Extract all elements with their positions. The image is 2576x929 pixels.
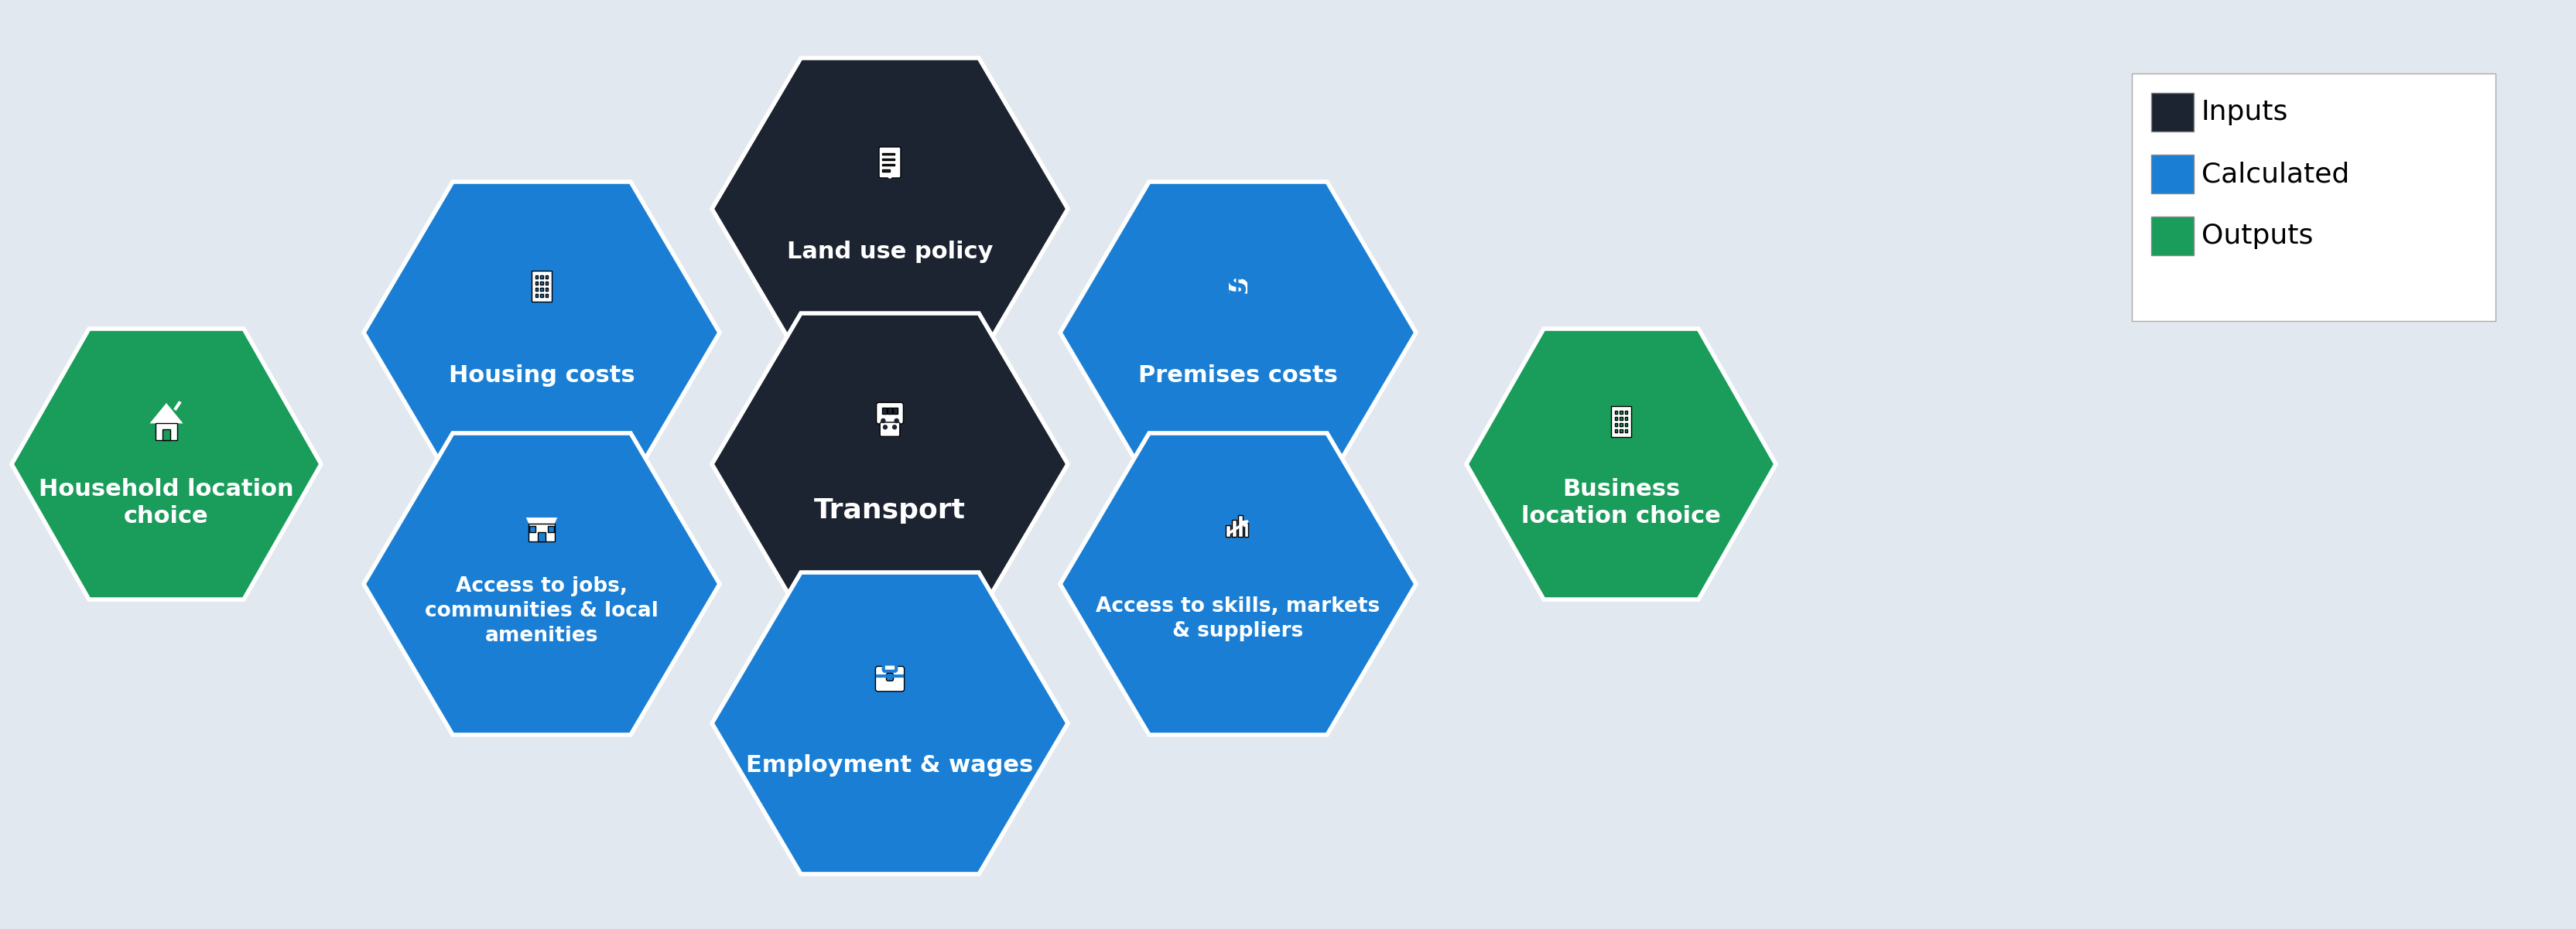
FancyBboxPatch shape bbox=[162, 429, 170, 440]
Text: $: $ bbox=[1226, 271, 1247, 303]
Text: Housing costs: Housing costs bbox=[448, 364, 634, 386]
Text: Access to skills, markets
& suppliers: Access to skills, markets & suppliers bbox=[1095, 596, 1381, 641]
FancyBboxPatch shape bbox=[531, 270, 551, 302]
Polygon shape bbox=[1061, 433, 1417, 735]
FancyBboxPatch shape bbox=[531, 526, 536, 532]
FancyBboxPatch shape bbox=[876, 402, 904, 424]
FancyBboxPatch shape bbox=[528, 524, 554, 542]
Polygon shape bbox=[711, 313, 1069, 615]
FancyBboxPatch shape bbox=[1226, 526, 1231, 537]
FancyBboxPatch shape bbox=[155, 424, 178, 440]
FancyBboxPatch shape bbox=[881, 408, 886, 414]
FancyBboxPatch shape bbox=[1625, 429, 1628, 433]
FancyBboxPatch shape bbox=[1244, 523, 1249, 537]
FancyBboxPatch shape bbox=[881, 423, 899, 437]
Text: Inputs: Inputs bbox=[2202, 99, 2287, 125]
FancyBboxPatch shape bbox=[546, 288, 549, 291]
FancyBboxPatch shape bbox=[546, 275, 549, 279]
Text: Outputs: Outputs bbox=[2202, 223, 2313, 249]
FancyBboxPatch shape bbox=[541, 275, 544, 279]
FancyBboxPatch shape bbox=[538, 532, 546, 542]
Polygon shape bbox=[711, 572, 1069, 874]
FancyBboxPatch shape bbox=[1625, 423, 1628, 426]
FancyBboxPatch shape bbox=[1615, 429, 1618, 433]
FancyBboxPatch shape bbox=[884, 159, 894, 160]
FancyBboxPatch shape bbox=[536, 288, 538, 291]
FancyBboxPatch shape bbox=[1615, 423, 1618, 426]
Circle shape bbox=[889, 174, 891, 178]
FancyBboxPatch shape bbox=[878, 147, 902, 178]
FancyBboxPatch shape bbox=[884, 170, 889, 171]
FancyBboxPatch shape bbox=[884, 664, 896, 672]
FancyBboxPatch shape bbox=[546, 294, 549, 297]
FancyBboxPatch shape bbox=[1239, 516, 1242, 537]
FancyBboxPatch shape bbox=[2133, 73, 2496, 321]
FancyBboxPatch shape bbox=[1610, 406, 1631, 438]
FancyBboxPatch shape bbox=[889, 408, 891, 414]
Text: Premises costs: Premises costs bbox=[1139, 364, 1337, 386]
Text: Business
location choice: Business location choice bbox=[1522, 478, 1721, 528]
FancyBboxPatch shape bbox=[549, 526, 554, 532]
FancyBboxPatch shape bbox=[1620, 429, 1623, 433]
FancyBboxPatch shape bbox=[884, 153, 894, 154]
Polygon shape bbox=[363, 433, 719, 735]
FancyBboxPatch shape bbox=[886, 674, 894, 681]
Polygon shape bbox=[526, 517, 556, 524]
FancyBboxPatch shape bbox=[546, 281, 549, 285]
FancyBboxPatch shape bbox=[541, 281, 544, 285]
FancyBboxPatch shape bbox=[1620, 423, 1623, 426]
Text: Calculated: Calculated bbox=[2202, 161, 2349, 187]
Text: Household location
choice: Household location choice bbox=[39, 478, 294, 528]
FancyBboxPatch shape bbox=[2151, 93, 2195, 132]
Text: Transport: Transport bbox=[814, 497, 966, 524]
FancyBboxPatch shape bbox=[536, 294, 538, 297]
FancyBboxPatch shape bbox=[1625, 417, 1628, 420]
Polygon shape bbox=[363, 182, 719, 483]
FancyBboxPatch shape bbox=[2151, 155, 2195, 193]
FancyBboxPatch shape bbox=[1231, 520, 1236, 537]
Text: Access to jobs,
communities & local
amenities: Access to jobs, communities & local amen… bbox=[425, 576, 659, 646]
FancyBboxPatch shape bbox=[894, 408, 896, 414]
Polygon shape bbox=[149, 403, 183, 424]
Circle shape bbox=[891, 425, 896, 429]
Polygon shape bbox=[1061, 182, 1417, 483]
Polygon shape bbox=[711, 58, 1069, 360]
FancyBboxPatch shape bbox=[536, 281, 538, 285]
Polygon shape bbox=[1229, 275, 1247, 294]
Polygon shape bbox=[13, 329, 322, 599]
Text: Employment & wages: Employment & wages bbox=[747, 754, 1033, 777]
FancyBboxPatch shape bbox=[536, 275, 538, 279]
FancyBboxPatch shape bbox=[1620, 411, 1623, 413]
Text: Land use policy: Land use policy bbox=[786, 241, 992, 263]
FancyBboxPatch shape bbox=[2151, 216, 2195, 255]
Polygon shape bbox=[1466, 329, 1775, 599]
Circle shape bbox=[881, 418, 886, 424]
FancyBboxPatch shape bbox=[541, 294, 544, 297]
FancyBboxPatch shape bbox=[1615, 417, 1618, 420]
Circle shape bbox=[884, 425, 889, 429]
FancyBboxPatch shape bbox=[541, 288, 544, 291]
Circle shape bbox=[1239, 276, 1242, 280]
Circle shape bbox=[894, 418, 899, 424]
FancyBboxPatch shape bbox=[1615, 411, 1618, 413]
FancyBboxPatch shape bbox=[884, 164, 894, 165]
FancyBboxPatch shape bbox=[1620, 417, 1623, 420]
FancyBboxPatch shape bbox=[876, 666, 904, 691]
FancyBboxPatch shape bbox=[1625, 411, 1628, 413]
